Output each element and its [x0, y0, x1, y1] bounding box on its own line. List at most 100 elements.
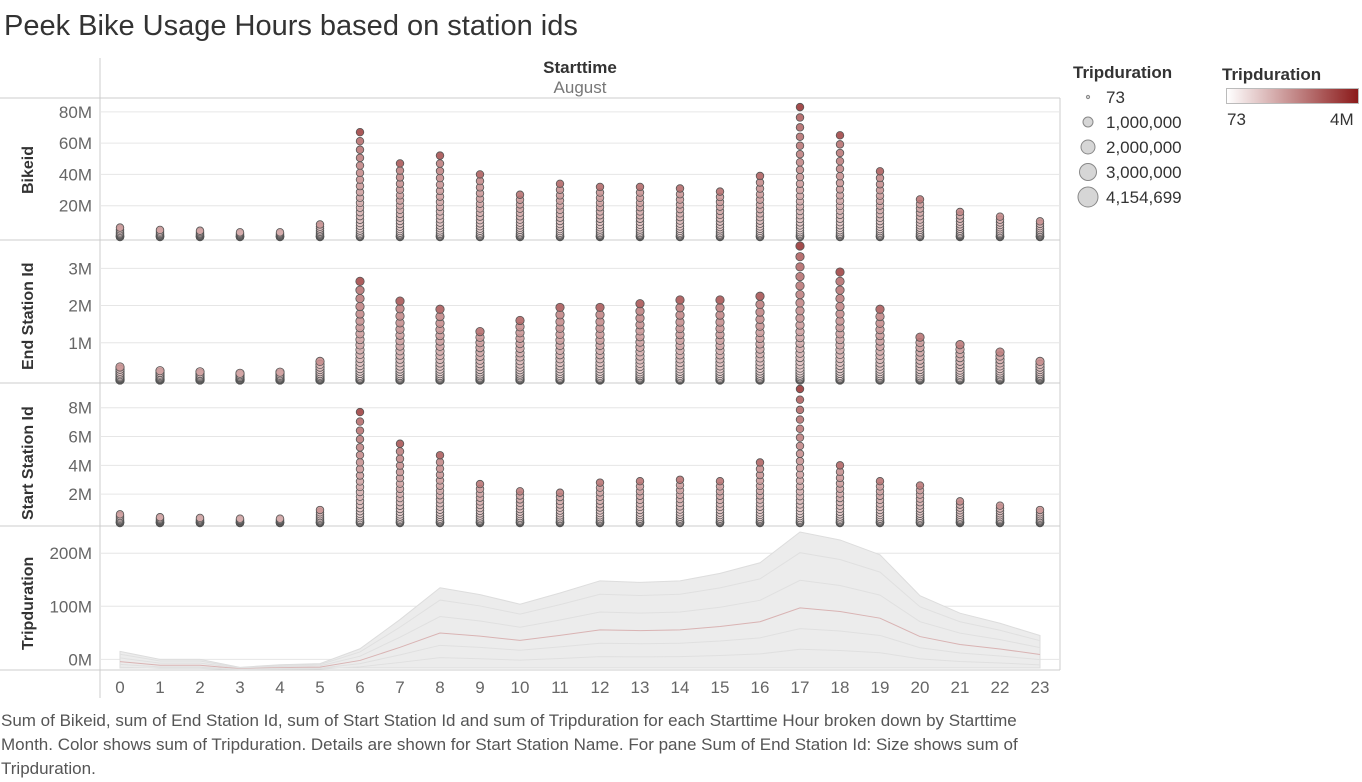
- data-point: [435, 451, 445, 460]
- data-point: [915, 332, 925, 342]
- data-point: [395, 159, 405, 168]
- x-tick-label: 0: [115, 678, 124, 697]
- data-point: [355, 450, 365, 460]
- data-point: [795, 424, 805, 434]
- column-header: Starttime August: [100, 58, 1060, 98]
- data-point: [475, 327, 485, 337]
- data-point: [835, 267, 845, 277]
- area-band-line: [119, 607, 1041, 670]
- data-point: [875, 167, 885, 176]
- data-point: [315, 356, 325, 366]
- y-tick-label: 20M: [59, 197, 92, 216]
- data-point: [795, 158, 805, 167]
- data-point: [795, 123, 805, 132]
- data-point: [115, 362, 125, 372]
- data-point: [355, 407, 365, 417]
- data-point: [795, 463, 805, 473]
- y-tick-label: 0M: [68, 650, 92, 669]
- data-point: [795, 306, 805, 316]
- data-point: [915, 481, 925, 490]
- y-tick-label: 40M: [59, 165, 92, 184]
- data-point: [355, 276, 365, 286]
- x-tick-label: 19: [871, 678, 890, 697]
- data-point: [195, 367, 205, 377]
- size-legend-label: 2,000,000: [1106, 138, 1182, 157]
- data-point: [115, 223, 125, 232]
- data-point: [675, 184, 685, 193]
- data-point: [795, 456, 805, 466]
- size-legend-item: 3,000,000: [1076, 161, 1216, 186]
- area-band-line: [119, 628, 1041, 670]
- data-point: [835, 285, 845, 295]
- data-point: [395, 304, 405, 314]
- data-point: [155, 513, 165, 522]
- data-point: [635, 299, 645, 309]
- data-point: [795, 252, 805, 262]
- x-tick-label: 23: [1031, 678, 1050, 697]
- data-point: [355, 458, 365, 467]
- data-point: [835, 156, 845, 166]
- data-point: [795, 449, 805, 458]
- x-tick-label: 5: [315, 678, 324, 697]
- data-point: [635, 182, 645, 192]
- data-point: [235, 228, 245, 237]
- data-point: [795, 132, 805, 141]
- x-tick-label: 6: [355, 678, 364, 697]
- data-point: [835, 293, 845, 304]
- data-point: [795, 141, 805, 150]
- data-point: [795, 433, 805, 442]
- data-point: [275, 228, 285, 237]
- size-legend-circle: [1077, 186, 1099, 208]
- x-tick-label: 10: [511, 678, 530, 697]
- x-tick-label: 20: [911, 678, 930, 697]
- data-point: [355, 136, 365, 146]
- x-tick-label: 1: [155, 678, 164, 697]
- size-legend-circle: [1080, 139, 1096, 155]
- x-tick-label: 12: [591, 678, 610, 697]
- data-point: [675, 295, 685, 305]
- data-point: [355, 161, 365, 170]
- data-point: [1035, 356, 1045, 366]
- data-point: [795, 165, 805, 175]
- data-point: [795, 395, 805, 404]
- area-band-line: [119, 579, 1041, 669]
- data-point: [835, 276, 845, 286]
- y-tick-label: 8M: [68, 399, 92, 418]
- data-point: [755, 171, 765, 181]
- size-legend-label: 4,154,699: [1106, 188, 1182, 207]
- area-band-line: [119, 648, 1041, 671]
- y-tick-label: 80M: [59, 103, 92, 122]
- y-tick-label: 3M: [68, 259, 92, 278]
- column-header-month: August: [553, 78, 607, 97]
- y-tick-label: 6M: [68, 428, 92, 447]
- data-point: [235, 514, 245, 523]
- data-point: [755, 299, 765, 309]
- data-point: [795, 441, 805, 451]
- data-point: [315, 505, 325, 515]
- data-point: [595, 182, 605, 192]
- data-point: [595, 302, 605, 313]
- x-tick-label: 11: [551, 678, 569, 697]
- x-tick-label: 3: [235, 678, 244, 697]
- data-point: [355, 426, 365, 435]
- data-point: [795, 241, 805, 251]
- color-ramp: [1226, 88, 1359, 104]
- data-point: [435, 457, 445, 467]
- data-point: [355, 443, 365, 452]
- data-point: [675, 475, 685, 484]
- y-tick-label: 2M: [68, 485, 92, 504]
- data-point: [155, 366, 165, 376]
- data-point: [835, 171, 845, 181]
- data-point: [475, 479, 485, 489]
- data-point: [795, 271, 805, 282]
- size-legend-circle: [1085, 94, 1091, 100]
- y-tick-label: 60M: [59, 134, 92, 153]
- data-point: [475, 170, 485, 179]
- data-point: [995, 212, 1005, 221]
- data-point: [755, 458, 765, 467]
- y-tick-label: 4M: [68, 456, 92, 475]
- chart-caption: Sum of Bikeid, sum of End Station Id, su…: [1, 711, 1018, 778]
- data-point: [555, 302, 565, 313]
- data-point: [355, 417, 365, 426]
